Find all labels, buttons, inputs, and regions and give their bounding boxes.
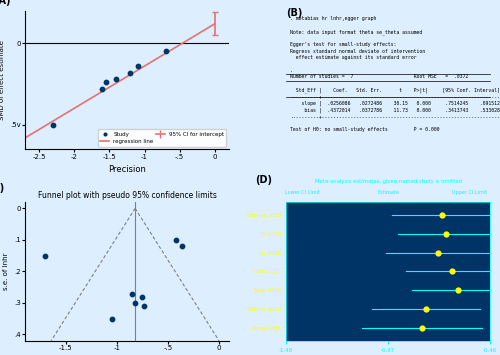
Point bbox=[448, 269, 456, 274]
Y-axis label: SMD of effect estimate: SMD of effect estimate bbox=[0, 40, 4, 120]
Title: Funnel plot with pseudo 95% confidence limits: Funnel plot with pseudo 95% confidence l… bbox=[38, 191, 216, 200]
Point bbox=[454, 287, 462, 293]
Point bbox=[434, 250, 442, 256]
Point bbox=[178, 244, 186, 249]
Point bbox=[138, 294, 146, 300]
Text: Estimate: Estimate bbox=[377, 190, 399, 195]
Text: (D): (D) bbox=[256, 175, 272, 185]
Point bbox=[49, 122, 57, 128]
Text: . metabias hr lnhr,egger graph

Note: data input format theta se_theta assumed

: . metabias hr lnhr,egger graph Note: dat… bbox=[290, 16, 500, 132]
Text: Lower CI Limit: Lower CI Limit bbox=[285, 190, 320, 195]
Point bbox=[172, 237, 180, 243]
Point bbox=[442, 231, 450, 237]
Point bbox=[112, 76, 120, 82]
Point bbox=[42, 253, 50, 258]
Text: (A): (A) bbox=[0, 0, 11, 6]
Point bbox=[102, 80, 110, 85]
Text: (C): (C) bbox=[0, 183, 4, 193]
Point bbox=[422, 306, 430, 312]
Point bbox=[131, 300, 139, 306]
Y-axis label: s.e. of lnhr: s.e. of lnhr bbox=[2, 253, 8, 290]
Point bbox=[126, 70, 134, 76]
Point bbox=[418, 325, 426, 331]
Point bbox=[108, 316, 116, 322]
Point bbox=[140, 303, 148, 309]
Point bbox=[438, 212, 446, 218]
X-axis label: Precision: Precision bbox=[108, 165, 146, 174]
Text: Upper CI Limit: Upper CI Limit bbox=[452, 190, 487, 195]
Point bbox=[134, 63, 141, 69]
Text: (B): (B) bbox=[286, 8, 302, 18]
Text: Meta-analysis estimates, given named study is omitted: Meta-analysis estimates, given named stu… bbox=[314, 179, 462, 184]
Point bbox=[128, 291, 136, 296]
Legend: Study, regression line, 95% CI for intercept: Study, regression line, 95% CI for inter… bbox=[98, 129, 226, 147]
Point bbox=[98, 86, 106, 92]
Point bbox=[162, 49, 170, 54]
